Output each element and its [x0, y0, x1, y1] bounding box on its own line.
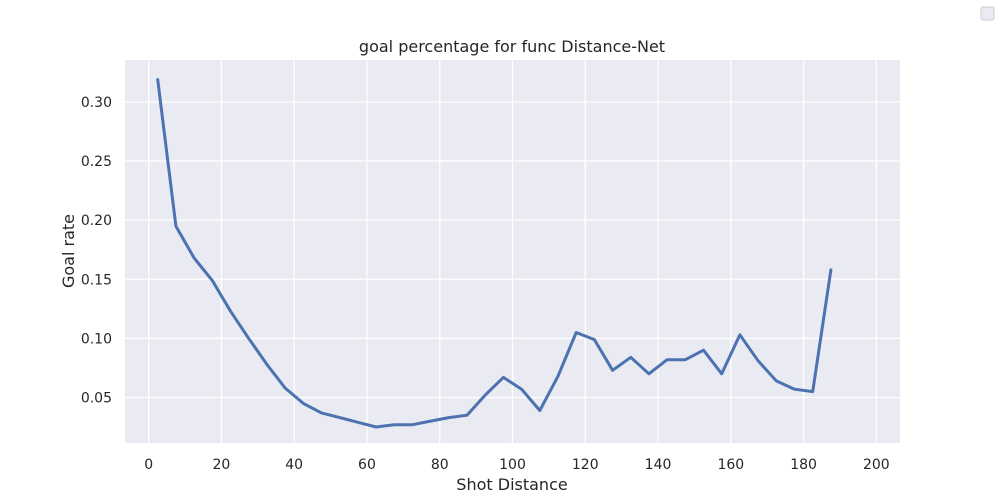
y-tick-labels: 0.05 0.10 0.15 0.20 0.25 0.30 [81, 95, 112, 407]
x-tick-label: 180 [790, 457, 817, 473]
y-tick-label: 0.20 [81, 213, 112, 229]
y-axis-label: Goal rate [59, 214, 78, 288]
x-tick-label: 40 [285, 457, 303, 473]
x-tick-label: 200 [863, 457, 890, 473]
grid-lines [125, 60, 900, 443]
chart-title: goal percentage for func Distance-Net [359, 37, 665, 56]
x-tick-label: 140 [645, 457, 672, 473]
y-tick-label: 0.15 [81, 272, 112, 288]
y-tick-label: 0.05 [81, 390, 112, 406]
y-tick-label: 0.25 [81, 154, 112, 170]
y-tick-label: 0.10 [81, 331, 112, 347]
x-tick-label: 60 [358, 457, 376, 473]
x-tick-label: 80 [431, 457, 449, 473]
x-tick-label: 100 [499, 457, 526, 473]
legend-box [980, 6, 995, 21]
x-axis-label: Shot Distance [456, 475, 567, 494]
x-tick-label: 0 [144, 457, 153, 473]
x-tick-labels: 0 20 40 60 80 100 120 140 160 180 200 [144, 457, 890, 473]
series-line [156, 78, 833, 429]
x-tick-label: 120 [572, 457, 599, 473]
y-tick-label: 0.30 [81, 95, 112, 111]
x-tick-label: 160 [717, 457, 744, 473]
x-tick-label: 20 [213, 457, 231, 473]
